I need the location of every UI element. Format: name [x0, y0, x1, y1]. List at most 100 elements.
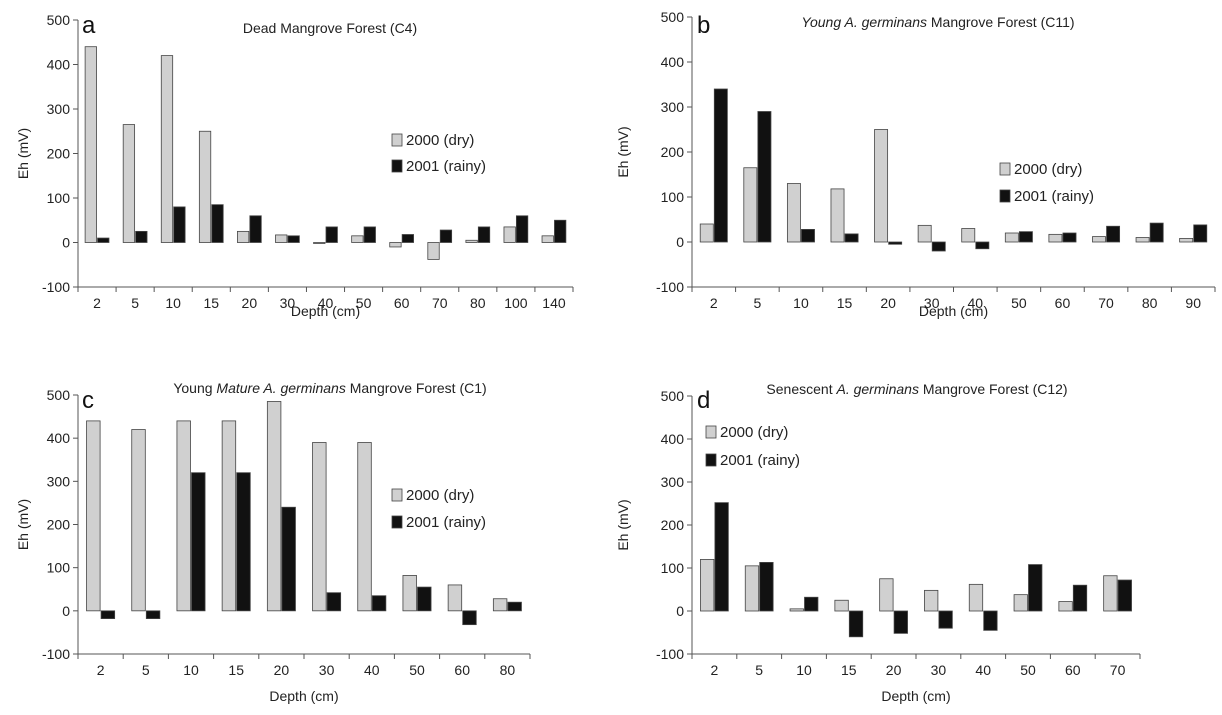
panel-letter: b	[697, 12, 710, 39]
x-tick-label: 60	[1055, 295, 1071, 311]
bar-rainy	[462, 610, 477, 626]
bar-dry	[786, 183, 801, 243]
y-axis-title: Eh (mV)	[615, 499, 631, 550]
x-tick-label: 70	[1098, 295, 1114, 311]
x-axis-title: Depth (cm)	[919, 303, 988, 319]
x-tick-label: 5	[131, 295, 139, 311]
y-tick-label: 100	[661, 189, 685, 205]
bar-dry	[447, 584, 463, 612]
x-tick-label: 2	[97, 662, 105, 678]
bar-rainy	[249, 215, 262, 243]
bar-dry	[492, 598, 508, 612]
y-tick-label: 100	[47, 190, 71, 206]
y-tick-label: 400	[661, 54, 685, 70]
y-tick-label: 500	[47, 387, 71, 403]
x-tick-label: 80	[500, 662, 516, 678]
y-tick-label: 300	[661, 99, 685, 115]
x-tick-label: 10	[165, 295, 181, 311]
chart-panel-b: -100 0 100 200 300 400 500 2 5 10 15 20 30 40 50 60 70 80…	[615, 9, 1216, 319]
x-tick-label: 2	[93, 295, 101, 311]
bar-rainy	[844, 233, 859, 243]
bar-dry	[503, 226, 516, 243]
x-tick-label: 15	[841, 662, 857, 678]
y-tick-label: 500	[47, 12, 71, 28]
panel-title: Young A. germinans Mangrove Forest (C11)	[801, 14, 1074, 30]
bar-dry	[275, 234, 288, 243]
bar-dry	[924, 589, 939, 612]
bar-dry	[968, 583, 984, 612]
bar-rainy	[173, 206, 186, 243]
bar-dry	[357, 442, 372, 612]
x-tick-label: 20	[242, 295, 258, 311]
x-tick-label: 50	[356, 295, 372, 311]
x-tick-label: 100	[504, 295, 528, 311]
x-tick-label: 90	[1185, 295, 1201, 311]
y-tick-label: 400	[47, 57, 71, 73]
x-tick-label: 40	[975, 662, 991, 678]
y-tick-label: 0	[62, 603, 70, 619]
legend-label: 2001 (rainy)	[406, 158, 486, 175]
x-tick-label: 50	[409, 662, 425, 678]
x-tick-label: 140	[542, 295, 566, 311]
bar-dry	[122, 124, 136, 243]
x-tick-label: 40	[318, 295, 334, 311]
x-tick-label: 2	[710, 295, 718, 311]
bar-rainy	[515, 215, 529, 243]
bar-rainy	[507, 601, 522, 612]
bar-dry	[237, 230, 250, 243]
bar-rainy	[1149, 222, 1164, 243]
bar-dry	[1004, 232, 1019, 243]
panel-letter: d	[697, 387, 710, 414]
bar-rainy	[938, 610, 953, 629]
x-tick-label: 5	[755, 662, 763, 678]
y-tick-label: 300	[661, 474, 685, 490]
bar-rainy	[975, 241, 990, 250]
x-axis-title: Depth (cm)	[881, 688, 950, 704]
x-tick-label: 15	[203, 295, 219, 311]
bar-dry	[1058, 601, 1073, 612]
bar-dry	[465, 239, 478, 243]
bar-rainy	[713, 88, 728, 243]
bar-rainy	[1062, 232, 1077, 243]
x-tick-label: 70	[432, 295, 448, 311]
legend-label: 2000 (dry)	[406, 132, 474, 149]
bar-rainy	[888, 241, 903, 245]
bar-dry	[313, 242, 326, 244]
bar-rainy	[191, 472, 206, 612]
bar-rainy	[1117, 579, 1132, 612]
legend-swatch-dry	[391, 133, 403, 147]
chart-panel-c: -100 0 100 200 300 400 500 2 5 10 15 20 30 40 50 60 80 c Y…	[15, 380, 531, 704]
y-tick-label: 200	[661, 144, 685, 160]
legend-swatch-dry	[705, 425, 717, 439]
bar-rainy	[135, 230, 148, 243]
bar-dry	[1103, 575, 1118, 612]
bar-rainy	[325, 226, 338, 243]
bar-rainy	[100, 610, 116, 620]
y-tick-label: 300	[47, 101, 71, 117]
y-tick-label: -100	[42, 279, 70, 295]
legend-label: 2001 (rainy)	[720, 452, 800, 469]
x-tick-label: 70	[1110, 662, 1126, 678]
x-tick-label: 40	[968, 295, 984, 311]
bar-dry	[198, 130, 212, 243]
x-tick-label: 60	[454, 662, 470, 678]
bar-rainy	[439, 229, 453, 243]
x-tick-label: 80	[1142, 295, 1158, 311]
bar-rainy	[931, 241, 946, 252]
legend: 2000 (dry) 2001 (rainy)	[705, 424, 800, 469]
x-tick-label: 10	[183, 662, 199, 678]
panel-letter: c	[82, 387, 94, 414]
bar-dry	[389, 242, 402, 248]
bar-rainy	[983, 610, 998, 631]
bar-dry	[879, 578, 894, 612]
y-tick-label: 500	[661, 388, 685, 404]
x-tick-label: 15	[228, 662, 244, 678]
panel-title: Dead Mangrove Forest (C4)	[243, 20, 417, 36]
legend-label: 2001 (rainy)	[406, 514, 486, 531]
bar-dry	[160, 55, 174, 243]
bar-dry	[176, 420, 191, 612]
bar-rainy	[848, 610, 864, 638]
bar-rainy	[363, 226, 376, 243]
x-tick-label: 10	[793, 295, 809, 311]
